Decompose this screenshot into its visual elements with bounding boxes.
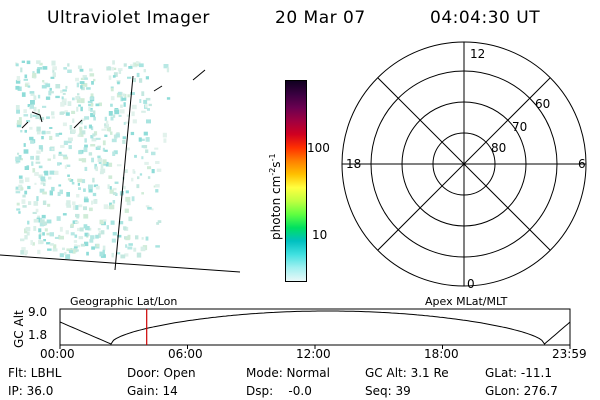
info-glat: GLat: -11.1 — [485, 366, 552, 380]
polar-label-6: 6 — [578, 157, 586, 171]
colorbar-tick-10: 10 — [312, 228, 328, 242]
coastline-fragment — [21, 121, 29, 129]
app-title: Ultraviolet Imager — [47, 8, 210, 28]
meridian-line — [114, 75, 134, 271]
orbit-altitude-curve — [59, 310, 571, 345]
info-glon: GLon: 276.7 — [485, 384, 558, 398]
polar-lat-label-60: 60 — [535, 97, 551, 111]
info-dsp: Dsp: -0.0 — [246, 384, 312, 398]
orbit-x-tick-2: 12:00 — [296, 347, 331, 361]
orbit-y-tick-low: 1.8 — [28, 328, 48, 342]
coastline-fragment — [31, 111, 43, 123]
uv-speckles — [15, 60, 171, 260]
date-label: 20 Mar 07 — [275, 8, 366, 28]
polar-lat-label-80: 80 — [491, 141, 507, 155]
coastline-fragment — [73, 119, 83, 129]
coastline-fragment — [153, 85, 163, 92]
info-door: Door: Open — [127, 366, 196, 380]
info-seq: Seq: 39 — [365, 384, 411, 398]
polar-diagonal-2 — [377, 77, 551, 251]
polar-label-0: 0 — [467, 277, 475, 291]
orbit-y-tick-high: 9.0 — [28, 305, 48, 319]
orbit-x-tick-4: 23:59 — [552, 347, 587, 361]
colorbar-tick-100: 100 — [307, 141, 330, 155]
uv-image-panel — [0, 60, 241, 273]
polar-lat-label-70: 70 — [512, 120, 528, 134]
orbit-plot-frame — [59, 308, 571, 346]
info-gain: Gain: 14 — [127, 384, 178, 398]
orbit-right-title: Apex MLat/MLT — [425, 295, 508, 308]
time-label: 04:04:30 UT — [430, 8, 541, 28]
info-filter: Flt: LBHL — [8, 366, 62, 380]
colorbar-axis-label: photon cm-2s-1 — [268, 153, 283, 240]
orbit-y-axis-label: GC Alt — [12, 310, 26, 348]
coastline-fragment — [192, 69, 206, 81]
orbit-x-tick-0: 00:00 — [40, 347, 75, 361]
orbit-left-title: Geographic Lat/Lon — [70, 295, 178, 308]
info-ip: IP: 36.0 — [8, 384, 54, 398]
orbit-x-tick-3: 18:00 — [424, 347, 459, 361]
orbit-x-tick-1: 06:00 — [168, 347, 203, 361]
info-mode: Mode: Normal — [246, 366, 330, 380]
polar-plot — [341, 41, 587, 287]
info-gc-alt: GC Alt: 3.1 Re — [365, 366, 449, 380]
polar-label-12: 12 — [470, 47, 486, 61]
colorbar — [285, 80, 307, 282]
horizon-line — [0, 254, 241, 273]
orbit-plot — [59, 308, 571, 349]
polar-label-18: 18 — [346, 157, 362, 171]
